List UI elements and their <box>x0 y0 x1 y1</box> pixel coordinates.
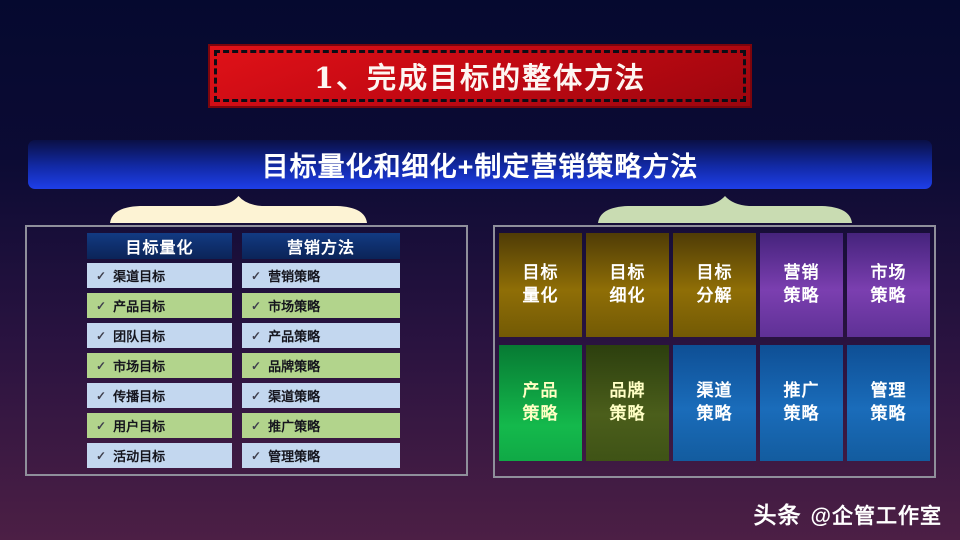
check-icon: ✓ <box>251 448 262 463</box>
check-icon: ✓ <box>251 298 262 313</box>
list-item: ✓ 营销策略 <box>242 263 400 288</box>
grid-cell-brand-strategy: 品牌 策略 <box>586 345 669 461</box>
brace-right <box>598 196 852 223</box>
check-icon: ✓ <box>96 328 107 343</box>
column-marketing-method: 营销方法 ✓ 营销策略 ✓ 市场策略 ✓ 产品策略 ✓ 品牌策略 ✓ 渠道策略 … <box>242 233 400 473</box>
watermark-handle: @企管工作室 <box>810 505 942 528</box>
check-icon: ✓ <box>251 328 262 343</box>
list-item-label: 产品目标 <box>113 299 166 314</box>
list-item-label: 产品策略 <box>268 329 321 344</box>
list-item-label: 传播目标 <box>113 389 166 404</box>
list-item: ✓ 品牌策略 <box>242 353 400 378</box>
list-item: ✓ 渠道策略 <box>242 383 400 408</box>
list-item: ✓ 产品目标 <box>87 293 232 318</box>
brace-left <box>110 196 367 223</box>
column-header: 目标量化 <box>87 233 232 259</box>
check-icon: ✓ <box>251 268 262 283</box>
list-item-label: 营销策略 <box>268 269 321 284</box>
grid-cell-market-strategy: 市场 策略 <box>847 233 930 337</box>
check-icon: ✓ <box>251 388 262 403</box>
grid-cell-product-strategy: 产品 策略 <box>499 345 582 461</box>
list-item: ✓ 传播目标 <box>87 383 232 408</box>
list-item-label: 市场策略 <box>268 299 321 314</box>
subtitle-banner: 目标量化和细化+制定营销策略方法 <box>28 140 932 189</box>
list-item: ✓ 渠道目标 <box>87 263 232 288</box>
subtitle-text: 目标量化和细化+制定营销策略方法 <box>261 152 699 182</box>
list-item: ✓ 活动目标 <box>87 443 232 468</box>
column-goal-quantify: 目标量化 ✓ 渠道目标 ✓ 产品目标 ✓ 团队目标 ✓ 市场目标 ✓ 传播目标 … <box>87 233 232 473</box>
list-item: ✓ 管理策略 <box>242 443 400 468</box>
grid-cell-goal-quantify: 目标 量化 <box>499 233 582 337</box>
list-item-label: 市场目标 <box>113 359 166 374</box>
list-item-label: 用户目标 <box>113 419 166 434</box>
title-banner: 1、完成目标的整体方法 <box>208 44 752 108</box>
list-item-label: 品牌策略 <box>268 359 321 374</box>
slide-title: 1、完成目标的整体方法 <box>313 61 647 95</box>
check-icon: ✓ <box>96 268 107 283</box>
list-item: ✓ 推广策略 <box>242 413 400 438</box>
column-header: 营销方法 <box>242 233 400 259</box>
list-item: ✓ 产品策略 <box>242 323 400 348</box>
list-item-label: 渠道策略 <box>268 389 321 404</box>
list-item: ✓ 团队目标 <box>87 323 232 348</box>
grid-cell-promotion-strategy: 推广 策略 <box>760 345 843 461</box>
grid-cell-management-strategy: 管理 策略 <box>847 345 930 461</box>
check-icon: ✓ <box>96 358 107 373</box>
watermark-brand: 头条 <box>753 502 802 528</box>
grid-cell-goal-refine: 目标 细化 <box>586 233 669 337</box>
list-item: ✓ 市场目标 <box>87 353 232 378</box>
list-item-label: 渠道目标 <box>113 269 166 284</box>
list-item-label: 推广策略 <box>268 419 321 434</box>
list-item: ✓ 用户目标 <box>87 413 232 438</box>
check-icon: ✓ <box>251 418 262 433</box>
watermark: 头条 @企管工作室 <box>754 496 942 530</box>
check-icon: ✓ <box>96 388 107 403</box>
check-icon: ✓ <box>96 418 107 433</box>
grid-cell-goal-decompose: 目标 分解 <box>673 233 756 337</box>
grid-cell-marketing-strategy: 营销 策略 <box>760 233 843 337</box>
list-item-label: 团队目标 <box>113 329 166 344</box>
list-item-label: 活动目标 <box>113 449 166 464</box>
check-icon: ✓ <box>96 448 107 463</box>
check-icon: ✓ <box>96 298 107 313</box>
check-icon: ✓ <box>251 358 262 373</box>
strategy-grid-panel: 目标 量化 目标 细化 目标 分解 营销 策略 市场 策略 产品 策略 品牌 策… <box>493 225 936 478</box>
list-item: ✓ 市场策略 <box>242 293 400 318</box>
list-item-label: 管理策略 <box>268 449 321 464</box>
goal-checklist-panel: 目标量化 ✓ 渠道目标 ✓ 产品目标 ✓ 团队目标 ✓ 市场目标 ✓ 传播目标 … <box>25 225 468 476</box>
grid-cell-channel-strategy: 渠道 策略 <box>673 345 756 461</box>
